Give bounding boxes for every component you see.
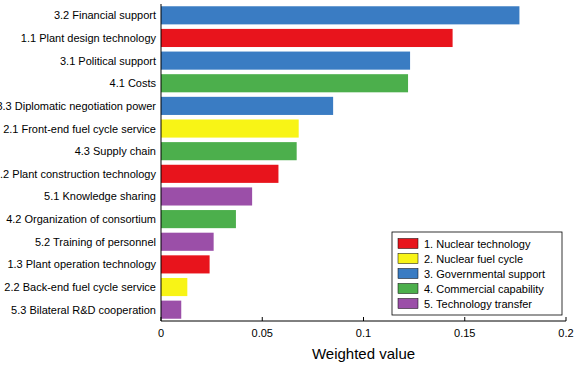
x-tick	[566, 317, 567, 321]
bar	[161, 74, 408, 92]
category-label: .2 Plant construction technology	[0, 168, 156, 180]
legend: 1. Nuclear technology 2. Nuclear fuel cyc…	[392, 232, 562, 315]
category-label: 3.2 Financial support	[54, 9, 156, 21]
legend-label: 5. Technology transfer	[424, 298, 532, 310]
bar	[161, 29, 453, 47]
x-tick	[161, 317, 162, 321]
category-label: 4.1 Costs	[110, 77, 157, 89]
category-label: 5.1 Knowledge sharing	[44, 190, 156, 202]
bar	[161, 165, 278, 183]
chart: 0 0.05 0.1 0.15 0.2 Weighted value 3.2 Financi…	[0, 0, 582, 366]
legend-swatch	[398, 284, 418, 294]
bar	[161, 52, 410, 70]
x-tick	[464, 317, 465, 321]
category-label: 5.3 Bilateral R&D cooperation	[11, 304, 156, 316]
x-tick-label: 0	[158, 327, 164, 339]
bar	[161, 187, 252, 205]
x-tick	[363, 317, 364, 321]
legend-swatch	[398, 239, 418, 249]
bar	[161, 233, 214, 251]
legend-label: 3. Governmental support	[424, 268, 545, 280]
x-axis-label: Weighted value	[312, 345, 415, 362]
x-tick	[262, 317, 263, 321]
bar	[161, 97, 333, 115]
category-label: 2.1 Front-end fuel cycle service	[3, 123, 156, 135]
bar	[161, 6, 519, 24]
legend-swatch	[398, 254, 418, 264]
bar	[161, 278, 187, 296]
category-label: 3.3 Diplomatic negotiation power	[0, 100, 156, 112]
bar	[161, 255, 210, 273]
bar	[161, 119, 299, 137]
legend-swatch	[398, 269, 418, 279]
y-axis	[161, 4, 162, 321]
bar	[161, 210, 236, 228]
legend-label: 4. Commercial capability	[424, 283, 544, 295]
category-label: 5.2 Training of personnel	[35, 236, 156, 248]
legend-label: 2. Nuclear fuel cycle	[424, 253, 523, 265]
bar	[161, 142, 297, 160]
x-tick-label: 0.2	[558, 327, 573, 339]
category-label: 2.2 Back-end fuel cycle service	[4, 281, 156, 293]
x-tick-label: 0.1	[356, 327, 371, 339]
category-label: 4.2 Organization of consortium	[6, 213, 156, 225]
x-tick-label: 0.15	[454, 327, 475, 339]
category-label: 1.1 Plant design technology	[21, 32, 157, 44]
legend-label: 1. Nuclear technology	[424, 238, 531, 250]
legend-box	[392, 232, 562, 315]
bar	[161, 301, 181, 319]
category-label: 4.3 Supply chain	[75, 145, 156, 157]
category-label: 3.1 Political support	[60, 55, 156, 67]
legend-swatch	[398, 299, 418, 309]
category-label: 1.3 Plant operation technology	[7, 258, 156, 270]
x-tick-label: 0.05	[252, 327, 273, 339]
